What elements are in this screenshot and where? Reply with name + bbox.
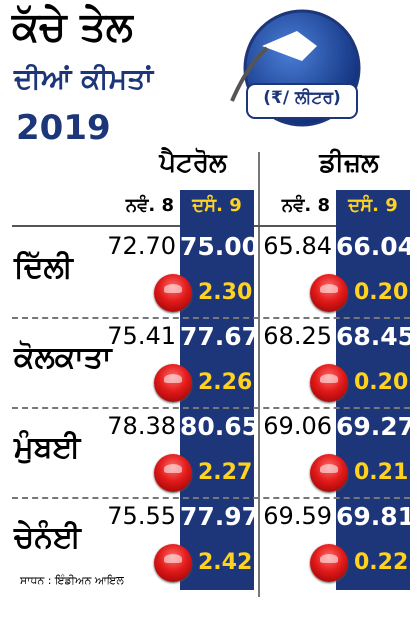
city: ਕੋਲਕਾਤਾ	[14, 340, 112, 375]
pump-icon	[230, 9, 361, 127]
curr-date: ਦਸੰ. 9	[348, 195, 398, 216]
curr-price: 77.67	[180, 322, 260, 351]
curr-price: 66.04	[336, 232, 416, 261]
increase-icon	[310, 364, 348, 402]
increase: 0.22	[354, 550, 409, 575]
unit: (₹/ ਲੀਟਰ)	[263, 88, 341, 108]
increase-icon	[154, 274, 192, 312]
curr-price: 69.27	[336, 412, 416, 441]
row-separator	[12, 317, 410, 319]
increase-icon	[310, 454, 348, 492]
increase-icon	[310, 544, 348, 582]
prev-price: 75.55	[107, 502, 176, 530]
year: 2019	[16, 108, 111, 148]
curr-price: 80.65	[180, 412, 260, 441]
title: ਕੱਚੇ ਤੇਲ	[12, 4, 133, 50]
column-name: ਪੈਟਰੋਲ	[159, 148, 227, 178]
prev-price: 65.84	[263, 232, 332, 260]
prev-date: ਨਵੰ. 8	[281, 195, 330, 216]
row-separator	[12, 407, 410, 409]
increase: 2.26	[198, 370, 253, 395]
curr-price: 77.97	[180, 502, 260, 531]
increase-icon	[154, 454, 192, 492]
increase: 0.20	[354, 370, 409, 395]
prev-price: 69.59	[263, 502, 332, 530]
increase-icon	[154, 364, 192, 402]
curr-price: 75.00	[180, 232, 260, 261]
increase: 2.27	[198, 460, 253, 485]
increase-icon	[154, 544, 192, 582]
current-column	[336, 190, 410, 590]
prev-price: 75.41	[107, 322, 176, 350]
prev-price: 72.70	[107, 232, 176, 260]
divider	[258, 152, 260, 597]
curr-price: 69.81	[336, 502, 416, 531]
prev-date: ਨਵੰ. 8	[125, 195, 174, 216]
increase: 0.20	[354, 280, 409, 305]
curr-price: 68.45	[336, 322, 416, 351]
city: ਦਿੱਲੀ	[14, 250, 73, 285]
prev-price: 69.06	[263, 412, 332, 440]
curr-date: ਦਸੰ. 9	[192, 195, 242, 216]
city: ਚੇਨੰਈ	[14, 520, 81, 555]
increase-icon	[310, 274, 348, 312]
subtitle: ਦੀਆਂ ਕੀਮਤਾਂ	[14, 62, 154, 95]
increase: 0.21	[354, 460, 409, 485]
increase: 2.42	[198, 550, 253, 575]
current-column	[180, 190, 254, 590]
city: ਮੁੰਬਈ	[14, 430, 81, 465]
prev-price: 78.38	[107, 412, 176, 440]
increase: 2.30	[198, 280, 253, 305]
row-separator	[12, 497, 410, 499]
source: ਸਾਧਨ : ਇੰਡੀਅਨ ਆਇਲ	[20, 574, 124, 587]
prev-price: 68.25	[263, 322, 332, 350]
column-name: ਡੀਜ਼ਲ	[319, 148, 379, 178]
